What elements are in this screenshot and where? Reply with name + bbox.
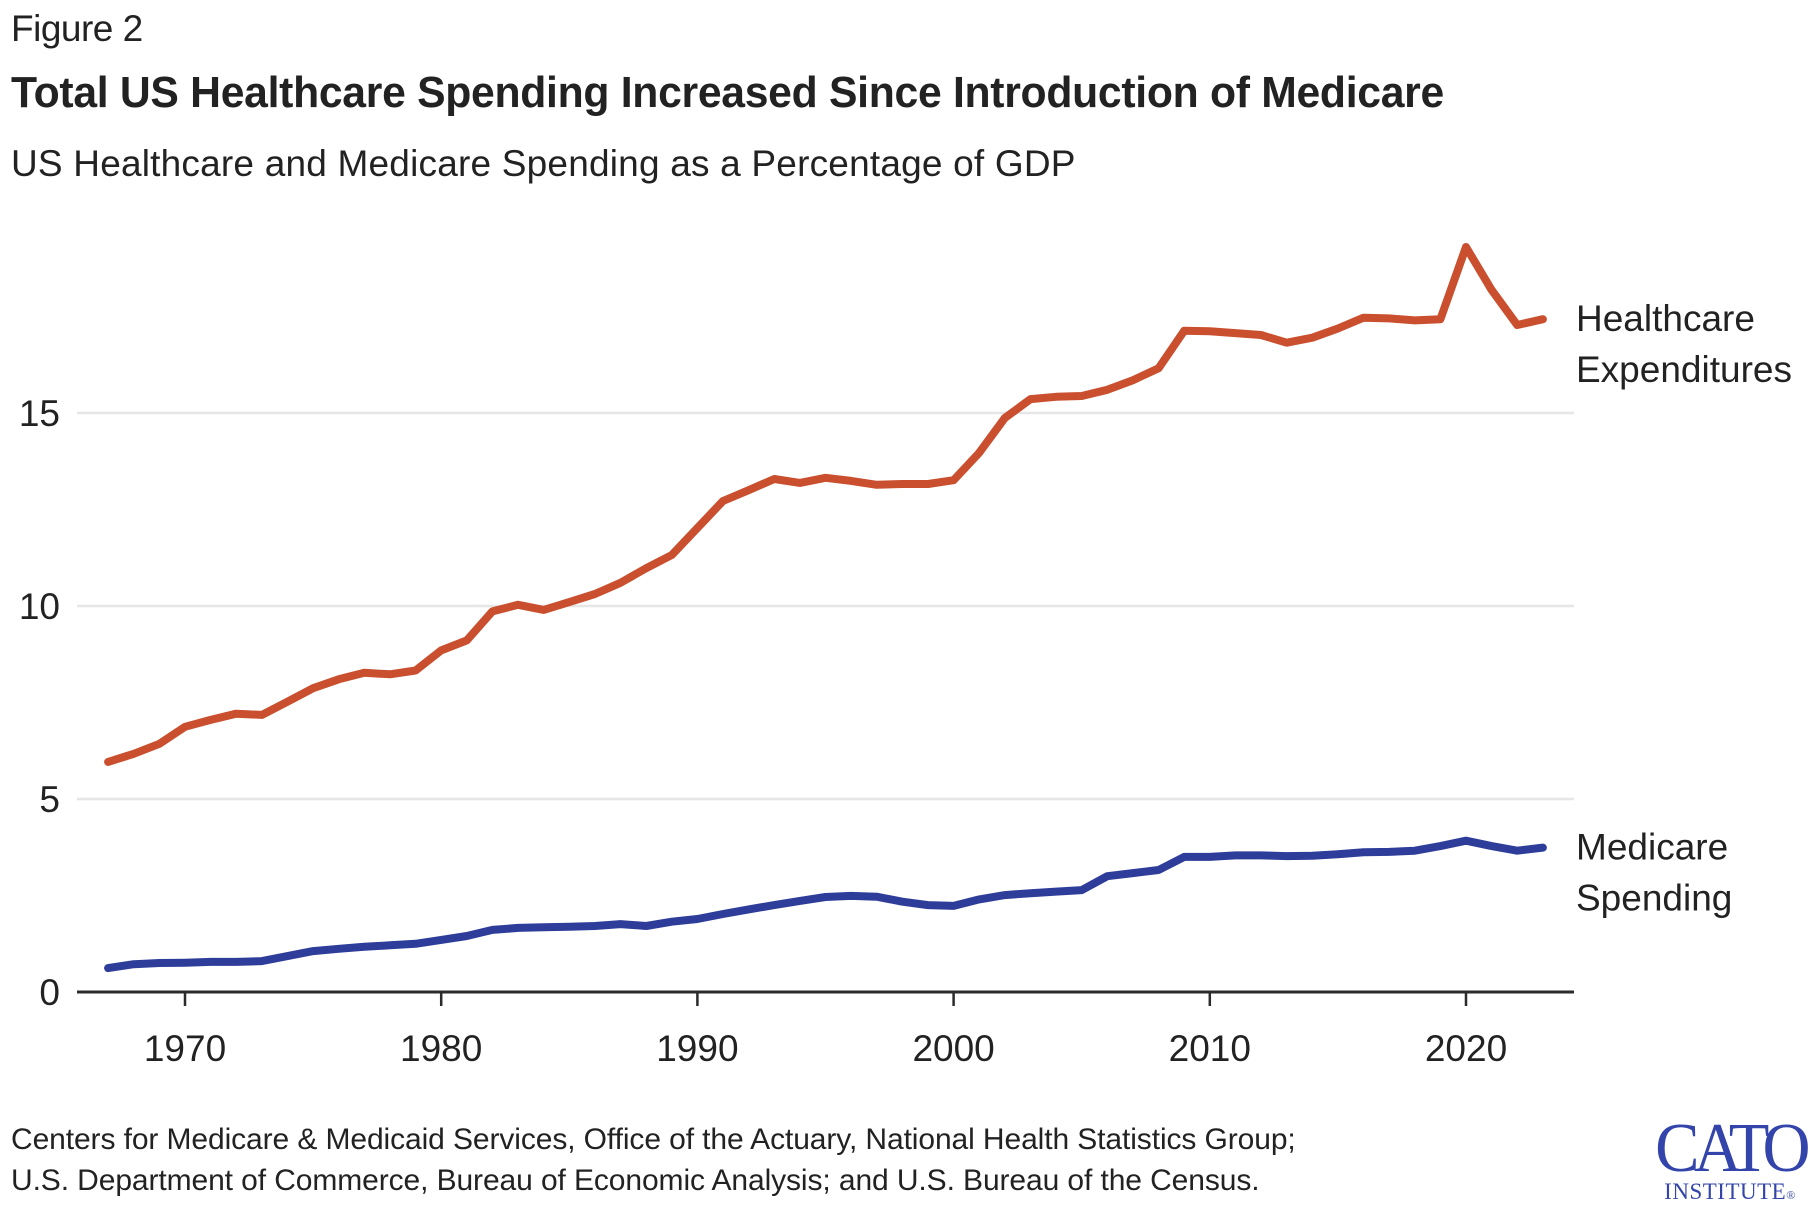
cato-institute-logo: CATO INSTITUTE® xyxy=(1650,1110,1810,1207)
series-label: Spending xyxy=(1576,878,1732,919)
x-axis: 1970 1980 1990 2000 2010 2020 xyxy=(77,990,1574,1069)
x-tick-label: 2010 xyxy=(1169,1028,1251,1069)
series-label: Expenditures xyxy=(1576,349,1792,390)
x-tick-label: 1980 xyxy=(400,1028,482,1069)
x-tick-label: 2000 xyxy=(912,1028,994,1069)
x-tick-label: 1990 xyxy=(656,1028,738,1069)
source-line: Centers for Medicare & Medicaid Services… xyxy=(11,1123,1296,1156)
x-tick-label: 1970 xyxy=(144,1028,226,1069)
gridlines xyxy=(77,411,1574,801)
logo-wordmark: CATO xyxy=(1655,1110,1810,1187)
series-lines xyxy=(104,243,1547,973)
figure-label: Figure 2 xyxy=(11,8,143,49)
registered-mark: ® xyxy=(1786,1188,1796,1202)
logo-subtext: INSTITUTE® xyxy=(1650,1180,1810,1207)
source-line: U.S. Department of Commerce, Bureau of E… xyxy=(11,1164,1260,1197)
y-tick-label: 15 xyxy=(19,393,60,434)
series-label: Healthcare xyxy=(1576,298,1755,339)
y-tick-label: 5 xyxy=(39,779,60,820)
medicare-spending-line xyxy=(104,836,1547,973)
series-label: Medicare xyxy=(1576,827,1728,868)
y-tick-label: 0 xyxy=(39,972,60,1013)
x-tick-label: 2020 xyxy=(1425,1028,1507,1069)
series-labels: Healthcare Expenditures Medicare Spending xyxy=(1576,298,1792,918)
chart-title: Total US Healthcare Spending Increased S… xyxy=(11,68,1444,117)
y-axis-tick-labels: 0 5 10 15 xyxy=(19,393,60,1013)
y-tick-label: 10 xyxy=(19,586,60,627)
healthcare-expenditures-line xyxy=(104,243,1547,766)
chart-subtitle: US Healthcare and Medicare Spending as a… xyxy=(11,143,1076,184)
logo-institute-text: INSTITUTE xyxy=(1664,1179,1787,1204)
source-note: Centers for Medicare & Medicaid Services… xyxy=(11,1119,1296,1201)
line-chart: 0 5 10 15 1970 1980 1990 2000 2010 2020 Healthca… xyxy=(19,243,1792,1069)
